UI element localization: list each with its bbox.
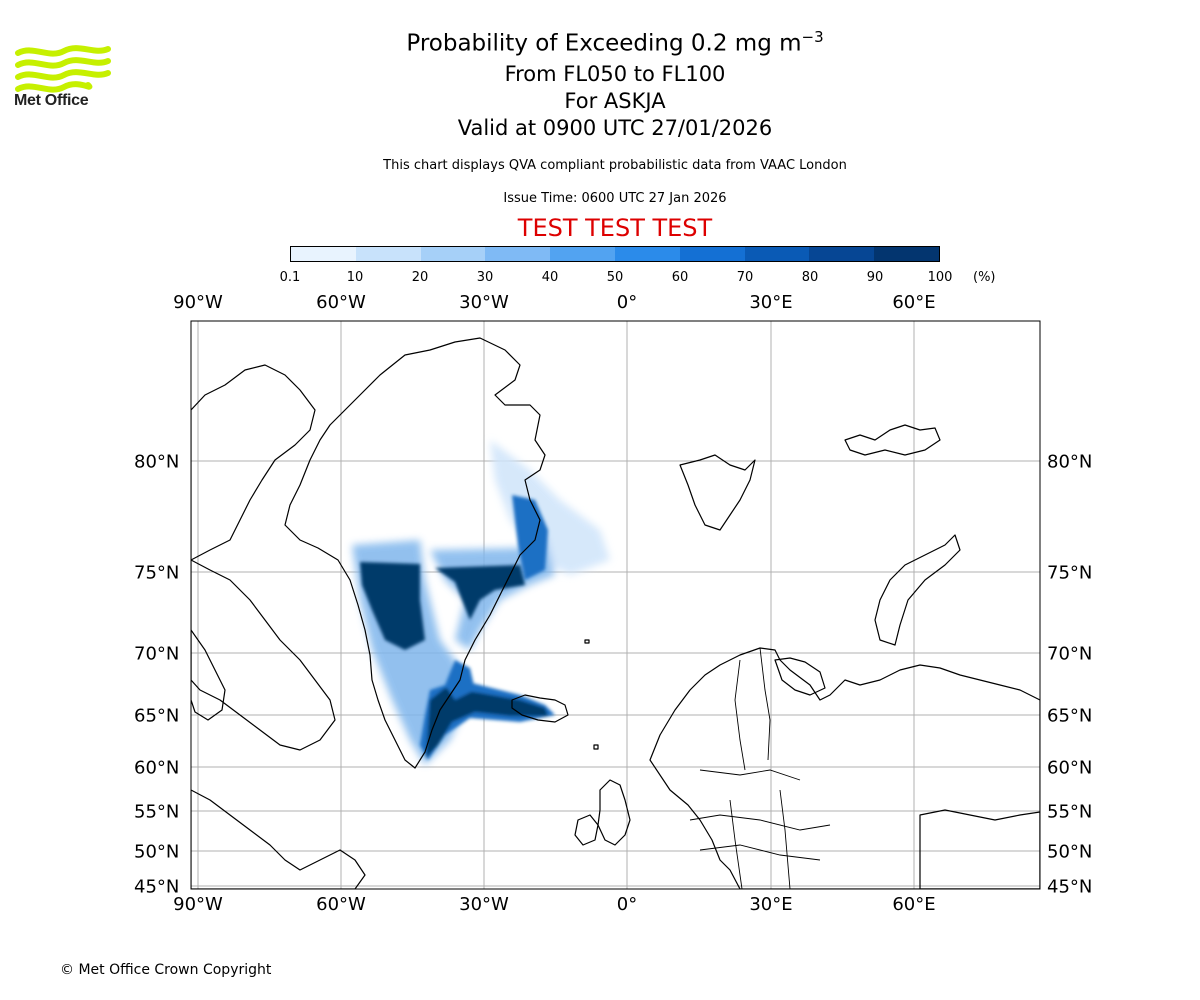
colorbar-unit: (%) — [973, 270, 996, 285]
colorbar-segment — [679, 247, 745, 261]
colorbar-segment — [485, 247, 551, 261]
latitude-label: 75°N — [134, 562, 180, 584]
logo-wave — [15, 45, 111, 57]
plume-faint-north — [490, 440, 610, 575]
colorbar-segment — [550, 247, 615, 261]
latitude-label: 55°N — [134, 801, 180, 823]
met-office-logo-text: Met Office — [14, 92, 89, 109]
hudson-bay-coastline — [191, 629, 226, 721]
ash-probability-plume — [352, 440, 610, 765]
latitude-label: 70°N — [1047, 643, 1093, 665]
longitude-label: 60°E — [892, 292, 936, 313]
met-office-logo-icon — [15, 45, 111, 93]
franz-josef-land — [844, 424, 941, 456]
faroe-islands — [593, 744, 599, 750]
colorbar-tick-label: 70 — [736, 270, 754, 285]
latitude-label: 80°N — [1047, 451, 1093, 473]
greenland-coastline — [284, 337, 546, 769]
flight-level-range: From FL050 to FL100 — [504, 62, 726, 86]
british-isles-coastline — [597, 779, 631, 846]
colorbar-segment — [874, 247, 939, 261]
ireland-coastline — [574, 814, 599, 846]
latitude-label: 70°N — [134, 643, 180, 665]
longitude-label: 30°E — [749, 894, 793, 915]
kola-peninsula — [774, 657, 826, 696]
plume-high-east — [435, 565, 525, 620]
chart-title: Probability of Exceeding 0.2 mg m−3 — [315, 28, 915, 57]
latitude-label: 60°N — [134, 757, 180, 779]
jan-mayen — [584, 639, 590, 644]
baffin-coastline — [191, 559, 336, 751]
map-gridlines — [191, 321, 1040, 889]
colorbar-tick-label: 30 — [476, 270, 494, 285]
probability-colorbar — [290, 246, 940, 262]
colorbar-tick-label: 10 — [346, 270, 364, 285]
latitude-label: 75°N — [1047, 562, 1093, 584]
country-borders — [689, 647, 831, 889]
colorbar-tick-label: 100 — [927, 270, 953, 285]
labrador-coastline — [191, 789, 366, 889]
logo-wave — [15, 81, 93, 93]
data-source-note: This chart displays QVA compliant probab… — [383, 158, 847, 173]
latitude-label: 45°N — [134, 876, 180, 898]
map-frame — [190, 320, 1041, 890]
longitude-label: 90°W — [173, 292, 223, 313]
colorbar-tick-label: 40 — [541, 270, 559, 285]
scandinavia-coastline — [649, 647, 1040, 889]
colorbar-tick-label: 90 — [866, 270, 884, 285]
longitude-label: 30°W — [459, 292, 509, 313]
chart-title-superscript: −3 — [801, 28, 824, 46]
colorbar-tick-label: 0.1 — [279, 270, 301, 285]
latitude-label: 65°N — [1047, 705, 1093, 727]
latitude-label: 65°N — [134, 705, 180, 727]
colorbar-segment — [614, 247, 680, 261]
colorbar-tick-label: 60 — [671, 270, 689, 285]
colorbar-segment — [355, 247, 421, 261]
latitude-label: 60°N — [1047, 757, 1093, 779]
longitude-label: 0° — [616, 292, 638, 313]
issue-time: Issue Time: 0600 UTC 27 Jan 2026 — [503, 191, 727, 206]
iceland-coastline — [511, 694, 569, 723]
plume-high-west — [360, 562, 425, 650]
chart-title-text: Probability of Exceeding 0.2 mg m — [406, 30, 802, 57]
copyright-notice: © Met Office Crown Copyright — [60, 962, 272, 978]
colorbar-segment — [744, 247, 810, 261]
valid-time: Valid at 0900 UTC 27/01/2026 — [457, 116, 773, 140]
longitude-label: 30°E — [749, 292, 793, 313]
longitude-label: 30°W — [459, 894, 509, 915]
longitude-label: 60°W — [316, 894, 366, 915]
colorbar-segment — [420, 247, 486, 261]
logo-wave — [15, 57, 111, 69]
plume-mid-band-north — [512, 495, 548, 580]
logo-wave — [15, 69, 111, 81]
colorbar-segment — [291, 247, 356, 261]
longitude-label: 60°E — [892, 894, 936, 915]
test-banner: TEST TEST TEST — [517, 214, 713, 242]
colorbar-tick-label: 80 — [801, 270, 819, 285]
novaya-zemlya — [874, 534, 961, 646]
svalbard-coastline — [679, 454, 756, 531]
eastern-siberia-coastline — [919, 809, 1040, 889]
canada-arctic-coastline — [191, 364, 316, 561]
latitude-label: 55°N — [1047, 801, 1093, 823]
longitude-label: 0° — [616, 894, 638, 915]
colorbar-tick-label: 50 — [606, 270, 624, 285]
coastlines — [191, 337, 1040, 889]
latitude-label: 80°N — [134, 451, 180, 473]
plume-high-south — [426, 688, 548, 758]
latitude-label: 50°N — [1047, 841, 1093, 863]
latitude-label: 45°N — [1047, 876, 1093, 898]
longitude-label: 60°W — [316, 292, 366, 313]
latitude-label: 50°N — [134, 841, 180, 863]
volcano-name: For ASKJA — [564, 89, 666, 113]
colorbar-segment — [809, 247, 875, 261]
longitude-label: 90°W — [173, 894, 223, 915]
colorbar-tick-label: 20 — [411, 270, 429, 285]
